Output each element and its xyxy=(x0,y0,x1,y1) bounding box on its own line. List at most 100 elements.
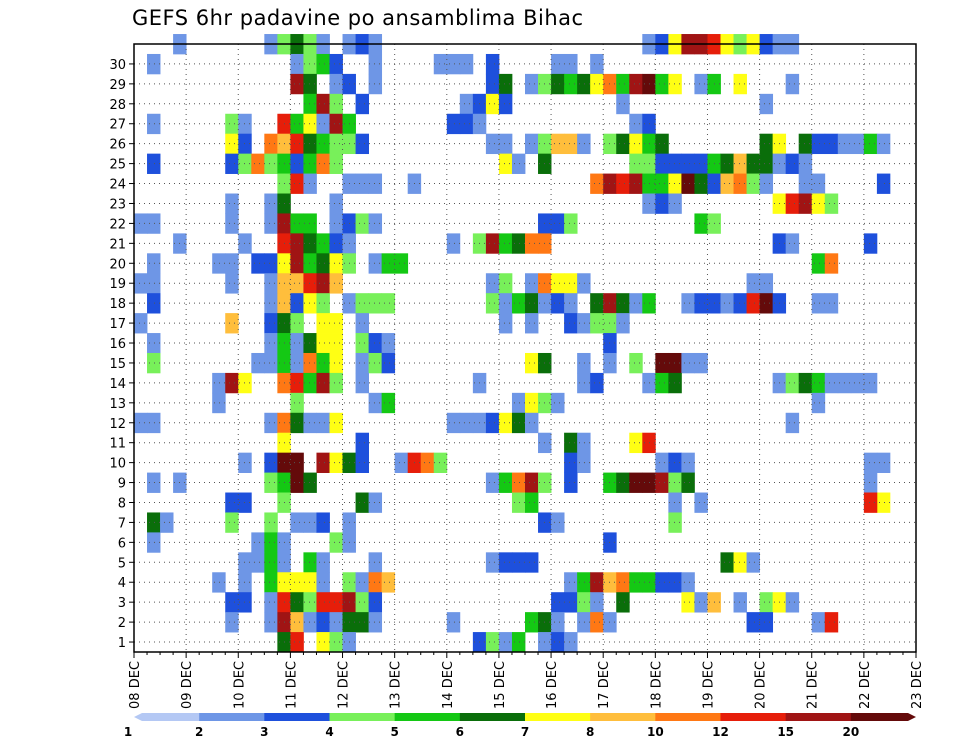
heatmap-cell xyxy=(264,412,278,434)
x-tick-label: 23 DEC xyxy=(910,661,925,709)
heatmap-cell xyxy=(303,612,317,633)
heatmap-cell xyxy=(694,73,708,95)
heatmap-cell xyxy=(329,93,343,115)
heatmap-cell xyxy=(290,53,304,75)
heatmap-cell xyxy=(798,372,813,394)
heatmap-cell xyxy=(316,93,330,115)
heatmap-cell xyxy=(329,73,343,95)
heatmap-cell xyxy=(655,153,669,174)
heatmap-cell xyxy=(811,372,826,394)
heatmap-cell xyxy=(251,532,265,553)
heatmap-cell xyxy=(564,472,578,493)
heatmap-cell xyxy=(212,392,226,414)
heatmap-cell xyxy=(264,333,278,354)
heatmap-cell xyxy=(850,372,865,394)
heatmap-cell xyxy=(720,153,734,174)
heatmap-cell xyxy=(824,293,839,314)
heatmap-cell xyxy=(590,53,604,75)
heatmap-cell xyxy=(303,293,317,314)
heatmap-cell xyxy=(525,133,539,155)
colorbar-label: 4 xyxy=(325,725,333,739)
heatmap-cell xyxy=(290,472,304,493)
heatmap-cell xyxy=(264,153,278,174)
y-tick-label: 10 xyxy=(109,457,126,472)
heatmap-cell xyxy=(316,313,330,334)
heatmap-cell xyxy=(316,632,330,653)
heatmap-cell xyxy=(525,233,539,254)
heatmap-cell xyxy=(511,392,526,414)
colorbar-label: 7 xyxy=(521,725,529,739)
heatmap-cell xyxy=(264,512,278,533)
x-tick-label: 10 DEC xyxy=(232,661,247,709)
x-tick-label: 12 DEC xyxy=(337,661,352,709)
heatmap-cell xyxy=(746,552,760,573)
heatmap-cell xyxy=(616,572,630,593)
heatmap-cell xyxy=(511,412,526,434)
heatmap-cell xyxy=(668,372,682,394)
heatmap-cell xyxy=(577,313,591,334)
heatmap-cell xyxy=(798,173,813,194)
heatmap-cell xyxy=(316,412,330,434)
heatmap-cell xyxy=(290,233,304,254)
heatmap-cell xyxy=(316,53,330,75)
heatmap-cell xyxy=(564,572,578,593)
heatmap-cell xyxy=(316,153,330,174)
heatmap-cell xyxy=(694,492,708,513)
heatmap-cell xyxy=(798,153,813,174)
heatmap-cell xyxy=(355,133,369,155)
heatmap-cell xyxy=(264,313,278,334)
heatmap-cell xyxy=(381,333,396,354)
heatmap-cell xyxy=(446,233,461,254)
heatmap-cell xyxy=(876,492,891,513)
heatmap-cell xyxy=(316,133,330,155)
heatmap-cell xyxy=(368,492,383,513)
heatmap-cell xyxy=(290,412,304,434)
x-tick-label: 15 DEC xyxy=(493,661,508,709)
heatmap-cell xyxy=(329,53,343,75)
heatmap-cell xyxy=(316,333,330,354)
heatmap-cell xyxy=(551,133,565,155)
heatmap-cell xyxy=(629,113,643,135)
heatmap-cell xyxy=(629,293,643,314)
heatmap-cell xyxy=(498,273,513,294)
heatmap-cell xyxy=(577,612,591,633)
heatmap-cell xyxy=(655,372,669,394)
heatmap-cell xyxy=(668,352,682,374)
heatmap-cell xyxy=(329,592,343,613)
heatmap-cell xyxy=(681,592,695,613)
heatmap-cell xyxy=(590,372,604,394)
heatmap-cell xyxy=(551,592,565,613)
heatmap-cell xyxy=(590,73,604,95)
heatmap-cell xyxy=(381,293,396,314)
heatmap-cell xyxy=(681,572,695,593)
y-tick-label: 3 xyxy=(118,596,126,611)
heatmap-cell xyxy=(694,293,708,314)
heatmap-cell xyxy=(824,193,839,214)
heatmap-cell xyxy=(577,372,591,394)
heatmap-cell xyxy=(525,293,539,314)
heatmap-cell xyxy=(446,113,461,135)
x-tick-label: 11 DEC xyxy=(284,661,299,709)
heatmap-cell xyxy=(485,273,500,294)
colorbar-label: 10 xyxy=(647,725,664,739)
heatmap-cell xyxy=(290,273,304,294)
heatmap-cell xyxy=(368,392,383,414)
heatmap-cell xyxy=(212,372,226,394)
heatmap-cell xyxy=(525,552,539,573)
heatmap-cell xyxy=(551,73,565,95)
heatmap-cell xyxy=(316,293,330,314)
heatmap-cell xyxy=(694,153,708,174)
heatmap-cell xyxy=(264,552,278,573)
y-tick-label: 24 xyxy=(109,178,126,193)
heatmap-cell xyxy=(264,572,278,593)
heatmap-cell xyxy=(355,213,369,234)
heatmap-cell xyxy=(485,632,500,653)
heatmap-cell xyxy=(746,153,760,174)
heatmap-cell xyxy=(759,93,774,115)
heatmap-cell xyxy=(355,173,369,194)
y-tick-label: 5 xyxy=(118,556,126,571)
heatmap-cell xyxy=(303,173,317,194)
heatmap-cell xyxy=(863,452,878,473)
heatmap-cell xyxy=(511,472,526,493)
heatmap-cell xyxy=(564,53,578,75)
